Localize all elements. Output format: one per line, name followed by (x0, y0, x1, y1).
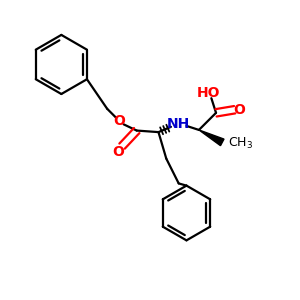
Text: O: O (112, 145, 124, 159)
Text: O: O (114, 114, 125, 128)
Text: CH$_3$: CH$_3$ (229, 136, 253, 152)
Text: HO: HO (196, 85, 220, 100)
Text: NH: NH (167, 117, 190, 131)
Polygon shape (199, 130, 224, 146)
Text: O: O (233, 103, 245, 117)
